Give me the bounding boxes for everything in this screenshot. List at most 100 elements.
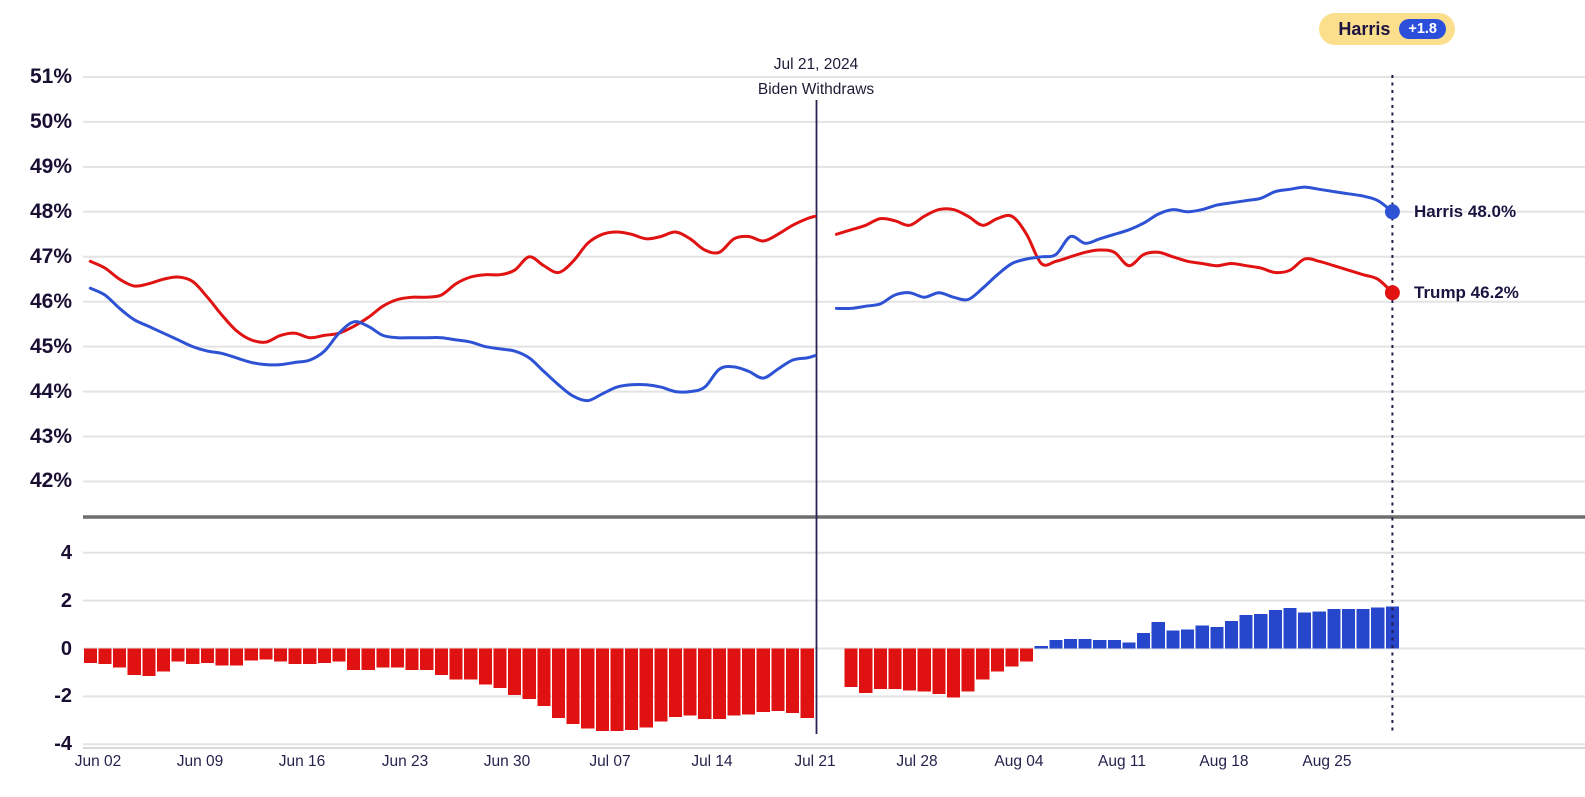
margin-bar — [771, 648, 785, 711]
margin-bar — [888, 648, 902, 690]
margin-bar — [1224, 621, 1239, 649]
margin-bar — [610, 648, 624, 732]
x-axis-tick: Aug 18 — [1199, 753, 1249, 770]
margin-bar — [1371, 607, 1385, 649]
margin-bar — [200, 648, 214, 663]
margin-bar — [303, 648, 317, 665]
x-axis-tick: Jun 23 — [381, 753, 429, 770]
y-axis-tick-lower: 4 — [60, 542, 72, 564]
margin-bar — [1385, 606, 1399, 649]
margin-bar — [595, 648, 609, 732]
x-axis-tick: Aug 11 — [1098, 753, 1146, 770]
y-axis-tick-lower: 2 — [60, 590, 72, 612]
margin-bar — [434, 648, 448, 675]
margin-bar — [259, 648, 273, 660]
margin-bar — [1181, 629, 1195, 649]
margin-bar — [273, 648, 288, 662]
margin-bar — [449, 648, 463, 680]
margin-bar — [946, 648, 961, 698]
x-axis-tick: Jul 28 — [896, 753, 938, 770]
event-annotation: Jul 21, 2024 Biden Withdraws — [758, 52, 874, 102]
margin-bar — [1137, 632, 1151, 649]
y-axis-tick-upper: 51% — [29, 65, 72, 88]
trump-line — [834, 207, 1394, 295]
event-annotation-date: Jul 21, 2024 — [773, 56, 859, 73]
margin-bar — [566, 648, 580, 724]
margin-bar — [1034, 646, 1048, 649]
harris-line — [834, 185, 1394, 311]
y-axis-tick-lower: -2 — [54, 685, 72, 707]
y-axis-tick-upper: 45% — [29, 335, 72, 358]
margin-bar — [1107, 640, 1121, 649]
x-axis-tick: Jul 07 — [589, 753, 631, 770]
margin-bar — [390, 648, 405, 668]
margin-bar — [186, 648, 200, 665]
margin-bar — [98, 648, 112, 665]
margin-bar — [961, 648, 975, 692]
margin-bar — [288, 648, 302, 665]
margin-bar — [1283, 607, 1297, 649]
margin-bar — [698, 648, 712, 720]
margin-bar — [1005, 648, 1019, 667]
y-axis-tick-upper: 48% — [29, 200, 72, 223]
margin-bar — [508, 648, 522, 696]
margin-bar — [113, 648, 127, 668]
margin-bar — [844, 648, 858, 687]
trump-line — [88, 214, 817, 344]
margin-bar — [215, 648, 229, 666]
margin-bar — [1078, 638, 1092, 649]
margin-bar — [1063, 638, 1078, 649]
y-axis-tick-upper: 47% — [29, 245, 72, 268]
margin-bar — [1298, 612, 1312, 649]
x-axis-tick: Aug 25 — [1302, 753, 1352, 770]
margin-bar — [405, 648, 419, 671]
margin-bar — [1093, 640, 1107, 649]
x-axis-tick: Jul 14 — [691, 753, 733, 770]
y-axis-tick-upper: 43% — [29, 425, 72, 448]
margin-bar — [244, 648, 258, 661]
margin-bar — [1151, 622, 1165, 649]
margin-bar — [1166, 630, 1180, 649]
margin-bar — [464, 648, 478, 680]
margin-bar — [332, 648, 346, 662]
margin-bar — [156, 648, 171, 672]
margin-bar — [361, 648, 375, 671]
x-axis-tick: Jun 16 — [278, 753, 326, 770]
margin-bar — [873, 648, 887, 690]
margin-bar — [347, 648, 361, 671]
margin-bar — [800, 648, 814, 718]
x-axis-tick: Jun 02 — [74, 753, 122, 770]
margin-bar — [712, 648, 726, 720]
margin-bar — [1327, 609, 1341, 649]
margin-bar — [493, 648, 507, 688]
margin-bar — [83, 648, 97, 663]
leader-badge: Harris +1.8 — [1319, 13, 1455, 45]
margin-bar — [230, 648, 244, 666]
margin-bar — [1356, 609, 1370, 649]
margin-bar — [317, 648, 331, 663]
margin-bar — [683, 648, 697, 716]
trump-line-end-dot — [1384, 285, 1400, 301]
margin-bar — [1239, 615, 1253, 649]
margin-bar — [639, 648, 653, 728]
margin-bar — [1122, 642, 1136, 649]
margin-bar — [1341, 609, 1356, 649]
margin-bar — [127, 648, 141, 675]
trump-end-label: Trump 46.2% — [1414, 283, 1519, 302]
margin-bar — [1210, 626, 1224, 649]
margin-bar — [551, 648, 566, 718]
harris-end-label: Harris 48.0% — [1414, 202, 1517, 221]
margin-bar — [990, 648, 1004, 672]
margin-bar — [1195, 625, 1209, 649]
margin-bar — [727, 648, 741, 716]
margin-bar — [1312, 611, 1326, 649]
margin-bar — [625, 648, 639, 730]
event-annotation-text: Biden Withdraws — [757, 81, 875, 98]
x-axis-tick: Aug 04 — [994, 753, 1044, 770]
margin-bar — [1020, 648, 1034, 662]
leader-badge-margin: +1.8 — [1399, 19, 1446, 39]
margin-bar — [1254, 613, 1268, 649]
margin-bar — [859, 648, 873, 693]
